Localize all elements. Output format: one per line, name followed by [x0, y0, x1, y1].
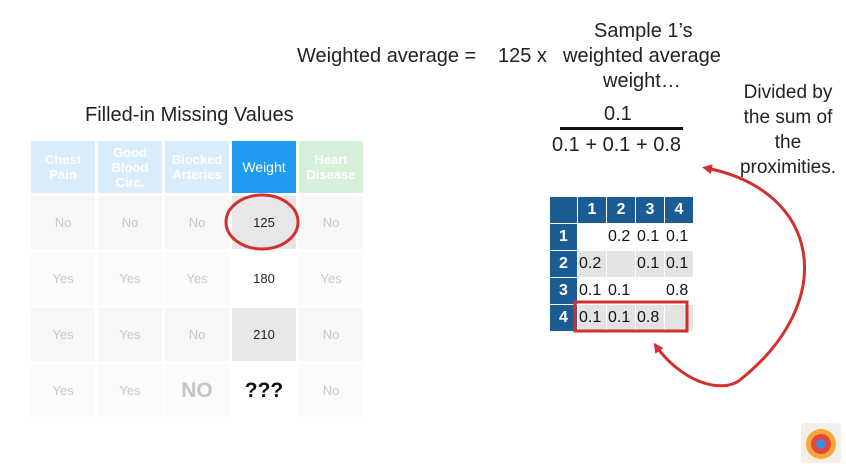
prox-cell: 0.8	[664, 277, 694, 305]
cell: No	[98, 196, 162, 249]
formula-label: Weighted average =	[297, 45, 476, 68]
prox-cell: 0.1	[664, 223, 694, 251]
prox-cell: 0.1	[664, 250, 694, 278]
prox-row: 2 0.2 0.1 0.1	[549, 250, 694, 278]
table-row: No No No 125 No	[31, 196, 363, 249]
side-note-line: the sum of	[743, 107, 833, 128]
fraction-bar	[560, 127, 683, 130]
prox-cell	[577, 223, 607, 251]
table-header-row: Chest Pain Good Blood Circ. Blocked Arteries…	[31, 141, 363, 193]
prox-row-header: 4	[549, 304, 578, 332]
prox-cell: 0.2	[606, 223, 636, 251]
header-blocked-arteries: Blocked Arteries	[165, 141, 229, 193]
cell: No	[299, 196, 363, 249]
prox-row: 3 0.1 0.1 0.8	[549, 277, 694, 305]
curved-arrow	[702, 164, 806, 382]
cell: No	[299, 308, 363, 361]
table-row: Yes Yes Yes 180 Yes	[31, 252, 363, 305]
cell: Yes	[31, 364, 95, 417]
cell: Yes	[299, 252, 363, 305]
side-note: Divided by the sum of the proximities.	[732, 80, 844, 180]
formula-weight-line: weight…	[603, 70, 681, 92]
weight-cell: 180	[232, 252, 296, 305]
table-row: Yes Yes NO ??? No	[31, 364, 363, 417]
prox-cell: 0.8	[635, 304, 665, 332]
prox-cell: 0.1	[635, 223, 665, 251]
prox-cell: 0.1	[577, 277, 607, 305]
prox-cell	[664, 304, 694, 332]
header-good-blood-circ: Good Blood Circ.	[98, 141, 162, 193]
prox-cell: 0.1	[635, 250, 665, 278]
formula-label-text: Weighted average =	[297, 45, 477, 67]
prox-col-header: 2	[606, 196, 636, 224]
prox-cell: 0.2	[577, 250, 607, 278]
formula-multiplier: 125 x	[498, 45, 547, 67]
table-row: Yes Yes No 210 No	[31, 308, 363, 361]
prox-row: 4 0.1 0.1 0.8	[549, 304, 694, 332]
side-note-line: the	[774, 132, 802, 153]
side-note-line: proximities.	[739, 157, 837, 178]
weight-cell-missing: ???	[232, 364, 296, 417]
side-note-line: Divided by	[743, 82, 833, 103]
prox-row-header: 3	[549, 277, 578, 305]
cell-blocked-arteries-no: NO	[165, 364, 229, 417]
cell: Yes	[31, 308, 95, 361]
prox-col-header: 4	[664, 196, 694, 224]
fraction-numerator: 0.1	[604, 103, 632, 125]
prox-col-header: 1	[577, 196, 607, 224]
cell: No	[165, 196, 229, 249]
cell: Yes	[31, 252, 95, 305]
weight-cell-highlighted: 125	[232, 196, 296, 249]
fraction-denominator: 0.1 + 0.1 + 0.8	[552, 134, 681, 156]
curved-arrow	[653, 342, 741, 388]
prox-cell	[635, 277, 665, 305]
prox-header-row: 1 2 3 4	[549, 196, 694, 224]
prox-row-header: 2	[549, 250, 578, 278]
channel-logo-icon	[801, 423, 841, 463]
prox-row: 1 0.2 0.1 0.1	[549, 223, 694, 251]
formula-sample-line: Sample 1’s	[594, 20, 693, 42]
prox-cell: 0.1	[606, 304, 636, 332]
prox-corner	[549, 196, 578, 224]
header-weight: Weight	[232, 141, 296, 193]
prox-col-header: 3	[635, 196, 665, 224]
prox-cell	[606, 250, 636, 278]
cell: Yes	[165, 252, 229, 305]
filled-values-table: Chest Pain Good Blood Circ. Blocked Arteries…	[28, 138, 366, 420]
header-chest-pain: Chest Pain	[31, 141, 95, 193]
cell: Yes	[98, 252, 162, 305]
formula-weighted-line: weighted average	[563, 45, 721, 67]
prox-cell: 0.1	[606, 277, 636, 305]
header-heart-disease: Heart Disease	[299, 141, 363, 193]
proximity-matrix: 1 2 3 4 1 0.2 0.1 0.1 2 0.2 0.1 0.1 3 0.…	[549, 196, 694, 332]
table-title: Filled-in Missing Values	[85, 104, 294, 126]
cell: Yes	[98, 364, 162, 417]
cell: No	[165, 308, 229, 361]
weight-cell: 210	[232, 308, 296, 361]
cell: No	[31, 196, 95, 249]
prox-row-header: 1	[549, 223, 578, 251]
prox-cell: 0.1	[577, 304, 607, 332]
cell: No	[299, 364, 363, 417]
cell: Yes	[98, 308, 162, 361]
